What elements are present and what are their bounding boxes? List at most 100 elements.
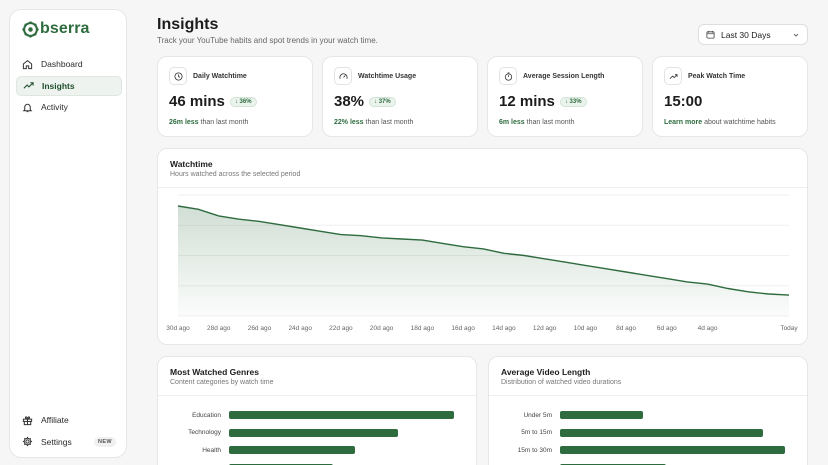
genres-title: Most Watched Genres bbox=[170, 367, 259, 377]
stat-footnote-text: than last month bbox=[524, 119, 575, 126]
watchtime-chart-card: Watchtime Hours watched across the selec… bbox=[157, 148, 808, 345]
stat-value: 12 mins ↓ 33% bbox=[499, 93, 587, 110]
x-tick-label: 10d ago bbox=[574, 325, 598, 332]
stat-value-text: 15:00 bbox=[664, 93, 703, 110]
bar bbox=[229, 411, 454, 419]
sidebar-item-affiliate[interactable]: Affiliate bbox=[16, 410, 122, 430]
home-icon bbox=[22, 59, 33, 69]
page-title: Insights bbox=[157, 16, 219, 33]
x-tick-label: 28d ago bbox=[207, 325, 231, 332]
stat-footnote-highlight: 6m less bbox=[499, 119, 525, 126]
genres-card: Most Watched Genres Content categories b… bbox=[157, 356, 477, 465]
x-tick-label: 12d ago bbox=[533, 325, 557, 332]
bar-category-label: Health bbox=[202, 446, 221, 454]
x-tick-label: Today bbox=[780, 325, 798, 332]
change-pill: ↓ 33% bbox=[559, 96, 587, 107]
x-tick-label: 18d ago bbox=[411, 325, 435, 332]
stat-header: Watchtime Usage bbox=[334, 67, 416, 85]
bar bbox=[560, 446, 785, 454]
logo[interactable]: bserra bbox=[22, 20, 90, 38]
x-tick-label: 24d ago bbox=[288, 325, 312, 332]
stat-value: 15:00 bbox=[664, 93, 702, 110]
stat-footnote-text: than last month bbox=[363, 119, 414, 126]
divider bbox=[158, 187, 807, 188]
genres-subtitle: Content categories by watch time bbox=[170, 379, 274, 386]
bell-icon bbox=[22, 103, 33, 112]
bar bbox=[560, 411, 644, 419]
bar-category-label: 5m to 15m bbox=[521, 429, 552, 436]
watchtime-title: Watchtime bbox=[170, 159, 213, 169]
change-pill: ↓ 36% bbox=[229, 96, 257, 107]
bar-row: Health bbox=[165, 445, 355, 455]
stat-footnote-text: about watchtime habits bbox=[702, 119, 776, 126]
bar bbox=[229, 446, 355, 454]
stat-value: 38% ↓ 37% bbox=[334, 93, 396, 110]
gauge-icon bbox=[339, 72, 347, 79]
sidebar-item-settings[interactable]: Settings NEW bbox=[16, 432, 122, 452]
sidebar-item-label: Insights bbox=[42, 80, 75, 91]
timer-icon bbox=[504, 71, 512, 81]
x-tick-label: 4d ago bbox=[698, 325, 718, 332]
gift-icon bbox=[22, 415, 33, 425]
sidebar-item-dashboard[interactable]: Dashboard bbox=[16, 54, 122, 74]
stat-label: Peak Watch Time bbox=[688, 72, 746, 80]
divider bbox=[489, 395, 807, 396]
x-tick-label: 26d ago bbox=[248, 325, 272, 332]
change-pill-value: 37% bbox=[378, 98, 391, 105]
stat-icon-box bbox=[334, 67, 352, 85]
date-range-select[interactable]: Last 30 Days bbox=[698, 24, 808, 45]
stat-footnote: 6m less than last month bbox=[499, 119, 575, 126]
stat-value-text: 38% bbox=[334, 93, 365, 110]
bar-row: Education bbox=[165, 410, 454, 420]
stat-footnote: Learn more about watchtime habits bbox=[664, 119, 776, 126]
stat-value: 46 mins ↓ 36% bbox=[169, 93, 257, 110]
stat-header: Average Session Length bbox=[499, 67, 604, 85]
sidebar: bserra Dashboard Insights Activity Affil… bbox=[9, 9, 127, 458]
bar-row: Under 5m bbox=[496, 410, 644, 420]
bar bbox=[229, 463, 333, 465]
stat-card-daily-watchtime: Daily Watchtime 46 mins ↓ 36% 26m less t… bbox=[157, 56, 313, 137]
x-tick-label: 20d ago bbox=[370, 325, 394, 332]
stat-icon-box bbox=[169, 67, 187, 85]
stat-footnote: 26m less than last month bbox=[169, 119, 248, 126]
bar-row: Technology bbox=[165, 428, 398, 438]
stat-footnote: 22% less than last month bbox=[334, 119, 413, 126]
gear-icon bbox=[22, 436, 33, 447]
stat-label: Daily Watchtime bbox=[193, 72, 247, 80]
stat-card-average-session-length: Average Session Length 12 mins ↓ 33% 6m … bbox=[487, 56, 643, 137]
sidebar-nav: Dashboard Insights Activity bbox=[16, 54, 122, 119]
bar bbox=[229, 428, 398, 437]
sidebar-item-label: Activity bbox=[41, 102, 68, 112]
trend-up-icon bbox=[669, 73, 678, 79]
learn-more-link[interactable]: Learn more bbox=[664, 119, 703, 126]
change-pill-value: 33% bbox=[569, 98, 582, 105]
stat-card-watchtime-usage: Watchtime Usage 38% ↓ 37% 22% less than … bbox=[322, 56, 478, 137]
bar-category-label: Education bbox=[192, 411, 221, 419]
stat-header: Peak Watch Time bbox=[664, 67, 745, 85]
stat-label: Average Session Length bbox=[523, 72, 605, 80]
new-badge: NEW bbox=[93, 436, 116, 447]
stat-value-text: 12 mins bbox=[499, 93, 555, 110]
x-tick-label: 16d ago bbox=[451, 325, 475, 332]
x-tick-label: 30d ago bbox=[166, 325, 190, 332]
bar-row: 15m to 30m bbox=[496, 445, 785, 455]
bar bbox=[560, 428, 763, 437]
sidebar-item-label: Dashboard bbox=[41, 59, 83, 69]
clock-icon bbox=[173, 71, 183, 81]
bar-row: 5m to 15m bbox=[496, 428, 763, 438]
calendar-icon bbox=[706, 30, 715, 39]
watchtime-subtitle: Hours watched across the selected period bbox=[170, 171, 301, 178]
stat-label: Watchtime Usage bbox=[358, 72, 417, 80]
x-tick-label: 22d ago bbox=[329, 325, 353, 332]
date-range-value: Last 30 Days bbox=[721, 29, 771, 40]
brand-name: bserra bbox=[40, 20, 90, 37]
sidebar-item-activity[interactable]: Activity bbox=[16, 97, 122, 117]
video-length-subtitle: Distribution of watched video durations bbox=[501, 379, 622, 386]
video-length-card: Average Video Length Distribution of wat… bbox=[488, 356, 808, 465]
change-pill: ↓ 37% bbox=[369, 96, 396, 107]
divider bbox=[158, 395, 476, 396]
bar-category-label: 15m to 30m bbox=[517, 446, 552, 454]
watchtime-area-chart: 30d ago 28d ago 26d ago 24d ago 22d ago 20d a… bbox=[166, 194, 798, 332]
sidebar-item-insights[interactable]: Insights bbox=[16, 75, 122, 96]
stat-card-peak-watch-time: Peak Watch Time 15:00 Learn more about w… bbox=[652, 56, 808, 137]
